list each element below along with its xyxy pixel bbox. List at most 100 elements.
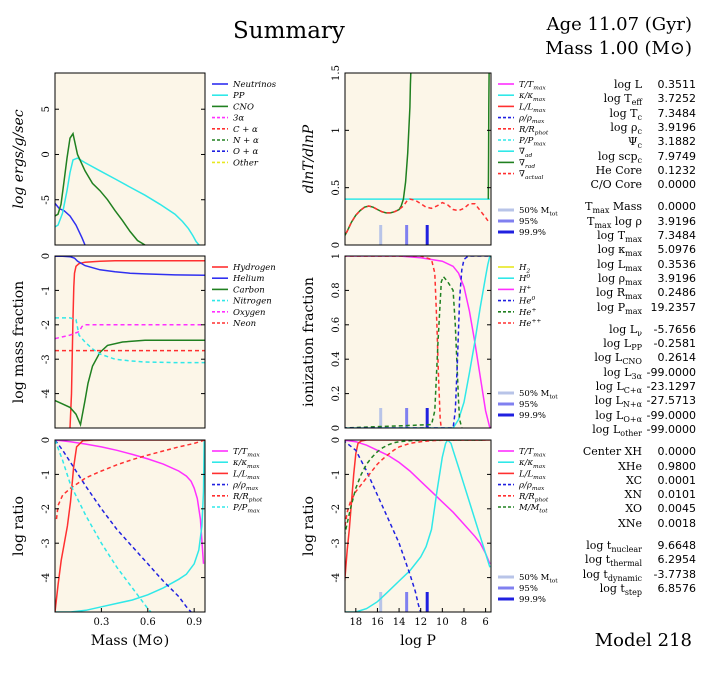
stat-value: -27.5713 (646, 394, 696, 408)
legend-label: 95% (519, 584, 538, 594)
plot-frame (344, 439, 492, 613)
series-h- (345, 256, 491, 428)
legend-label: 99.9% (519, 228, 546, 238)
plot-frame (54, 439, 206, 613)
stat-row: Center XH 0.0000 (560, 445, 700, 460)
y-tick-label: -3 (331, 538, 342, 548)
legend-label: 95% (519, 217, 538, 227)
stat-value: 0.1232 (657, 163, 697, 177)
x-axis-label: log P (400, 633, 436, 649)
stat-row: log Lother -99.0000 (560, 423, 700, 438)
legend-label: H2​ (518, 263, 530, 275)
stat-label: Tmax Mass (585, 200, 642, 216)
legend-label: κ/κmax​ (518, 458, 546, 470)
stat-value: 5.0976 (657, 243, 697, 257)
stat-value: 0.0000 (657, 200, 697, 214)
series-helium (55, 256, 205, 277)
stat-label: log tthermal (585, 553, 642, 569)
stat-value: 7.9749 (657, 149, 697, 163)
stat-value: 0.0101 (657, 488, 697, 502)
x-tick-label: 6 (482, 617, 488, 628)
series-pp (55, 157, 200, 245)
stat-value: 0.0018 (657, 516, 697, 530)
y-tick-label: -1 (41, 286, 52, 296)
series-p-p-max (55, 440, 152, 612)
stat-label: XC (625, 473, 642, 487)
series--max (345, 440, 422, 612)
legend-label: H0​ (518, 273, 530, 284)
series-l-l-max (345, 440, 490, 590)
stat-label: log Teff (603, 92, 642, 108)
mass-label: Mass 1.00 (M⊙) (545, 38, 692, 59)
y-tick-label: -2 (41, 504, 52, 514)
series-l-l-max (55, 440, 205, 612)
stat-label: log LN+α (594, 394, 642, 410)
legend-label: 3α (233, 114, 244, 124)
stat-row: Tmax Mass 0.0000 (560, 200, 700, 215)
stat-value: 0.0045 (657, 502, 697, 516)
stat-value: 3.7252 (657, 92, 697, 106)
legend-label: 99.9% (519, 595, 546, 605)
series-cno (55, 131, 146, 245)
y-tick-label: 1 (331, 253, 342, 259)
stat-value: 3.9196 (657, 214, 697, 228)
legend-label: 50% Mtot​ (519, 573, 558, 585)
legend-label: 50% Mtot​ (519, 389, 558, 401)
stat-row: log LPP -0.2581 (560, 337, 700, 352)
y-tick-label: -4 (41, 573, 52, 583)
y-tick-label: 0.2 (331, 386, 342, 402)
stat-row: log Pmax 19.2357 (560, 301, 700, 316)
stat-label: log ρc (610, 120, 642, 137)
series-he- (345, 256, 443, 428)
plot-area (55, 440, 205, 612)
stat-label: log LPP (603, 337, 642, 353)
legend-label: ρ/ρmax​ (518, 481, 545, 493)
y-tick-label: 5 (41, 106, 52, 112)
legend-label: Oxygen (233, 308, 266, 318)
stat-label: log LCNO (594, 351, 642, 367)
legend-label: Carbon (233, 285, 265, 295)
series--actual (345, 198, 490, 237)
legend-label: H+​ (518, 284, 531, 295)
stat-row: log scpc 7.9749 (560, 150, 700, 165)
stat-value: 3.9196 (657, 271, 697, 285)
stat-row: log L3α -99.0000 (560, 366, 700, 381)
legend-label: PP (232, 91, 245, 101)
stat-label: log Rmax (596, 286, 642, 302)
stat-row: log Tc 7.3484 (560, 107, 700, 122)
x-tick-label: 8 (461, 617, 467, 628)
stat-row: log Rmax 0.2486 (560, 286, 700, 301)
series-he- (345, 275, 463, 428)
stat-row: log Lν -5.7656 (560, 323, 700, 338)
legend-label: P/Pmax​ (518, 136, 546, 148)
stat-label: log tnuclear (586, 539, 642, 555)
stat-label: C/O Core (590, 178, 642, 192)
stat-label: He Core (595, 163, 642, 177)
legend-label: ∇rad​ (519, 158, 535, 170)
stat-row: Tmax log ρ 3.9196 (560, 215, 700, 230)
series-h-0 (345, 256, 491, 428)
legend-label: Neon (232, 319, 256, 329)
stat-label: Center XH (582, 445, 642, 459)
stat-row: XHe 0.9800 (560, 460, 700, 475)
y-tick-label: 0 (331, 437, 342, 443)
legend-label: Hydrogen (232, 263, 276, 273)
series-he-0 (345, 256, 490, 428)
legend-label: ρ/ρmax​ (518, 114, 545, 126)
stat-value: 0.2486 (657, 286, 697, 300)
y-tick-label: -3 (41, 538, 52, 548)
stat-label: XO (625, 502, 642, 516)
series--max (55, 440, 192, 612)
legend-label: κ/κmax​ (232, 458, 260, 470)
series-t-t-max (55, 440, 205, 564)
chart-gradients: 0 0.5 1 1.5 dlnT/dlnP T/Tmax​κ/κmax​L/Lmax​ρ/… (301, 65, 558, 248)
stat-label: log L (614, 78, 642, 91)
legend-label: T/Tmax​ (519, 447, 546, 459)
series-hydrogen (69, 260, 205, 428)
stat-value: 6.2954 (657, 553, 697, 567)
y-tick-label: -4 (41, 389, 52, 399)
stat-row: XNe 0.0018 (560, 517, 700, 532)
stat-value: 0.9800 (657, 459, 697, 473)
y-tick-label: -1 (41, 470, 52, 480)
